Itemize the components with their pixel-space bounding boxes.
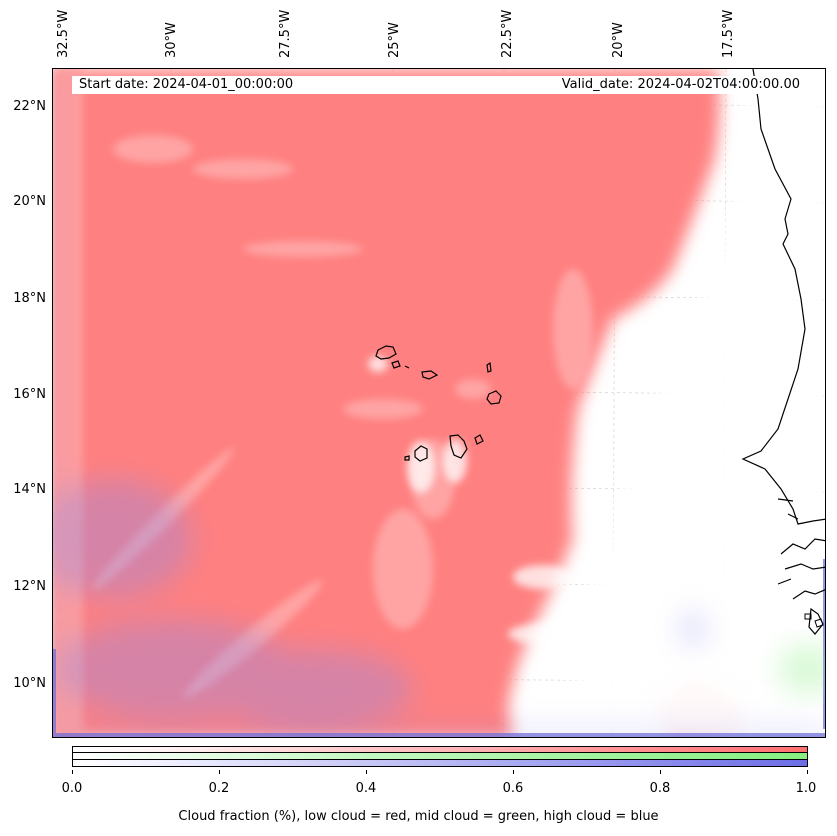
colorbar-tick <box>513 770 514 774</box>
colorbar-tick <box>660 770 661 774</box>
longitude-label: 22.5°W <box>500 9 515 58</box>
high-cloud-edge <box>53 733 825 737</box>
latitude-label: 14°N <box>13 482 46 497</box>
latitude-label: 22°N <box>13 99 46 114</box>
mid-cloud-layer <box>778 644 825 694</box>
start-date-label: Start date: 2024-04-01_00:00:00 <box>79 77 294 92</box>
high-cloud-edge <box>53 649 56 733</box>
coastline-africa <box>741 69 825 635</box>
latitude-label: 10°N <box>13 676 46 691</box>
cloud-fraction-map[interactable] <box>52 68 826 738</box>
coastline-bijagos <box>804 613 824 628</box>
colorbar-tick-label: 0.2 <box>208 781 230 796</box>
colorbar-tick-label: 0.6 <box>502 781 524 796</box>
latitude-label: 20°N <box>13 194 46 209</box>
colorbar-title: Cloud fraction (%), low cloud = red, mid… <box>178 809 659 824</box>
header-bar <box>72 76 806 94</box>
colorbar-tick <box>72 770 73 774</box>
coastline-islands <box>375 345 502 462</box>
colorbar-tick-label: 0.0 <box>61 781 83 796</box>
longitude-label: 25°W <box>387 22 402 58</box>
colorbar <box>72 746 808 767</box>
longitude-label: 20°W <box>611 22 626 58</box>
colorbar-mid-cloud <box>72 753 808 760</box>
latitude-label: 18°N <box>13 291 46 306</box>
longitude-label: 17.5°W <box>721 9 736 58</box>
longitude-label: 30°W <box>164 22 179 58</box>
colorbar-tick <box>366 770 367 774</box>
longitude-label: 27.5°W <box>278 9 293 58</box>
high-cloud-edge <box>823 559 825 729</box>
colorbar-tick-label: 0.4 <box>355 781 377 796</box>
colorbar-low-cloud <box>72 746 808 753</box>
latitude-label: 12°N <box>13 579 46 594</box>
colorbar-high-cloud <box>72 760 808 767</box>
colorbar-tick-label: 1.0 <box>795 781 817 796</box>
valid-date-label: Valid_date: 2024-04-02T04:00:00.00 <box>561 77 800 92</box>
colorbar-tick-label: 0.8 <box>649 781 671 796</box>
latitude-label: 16°N <box>13 387 46 402</box>
low-cloud-layer <box>53 69 825 737</box>
longitude-label: 32.5°W <box>56 9 71 58</box>
colorbar-ticks <box>72 770 808 776</box>
colorbar-tick <box>807 770 808 774</box>
colorbar-tick <box>219 770 220 774</box>
